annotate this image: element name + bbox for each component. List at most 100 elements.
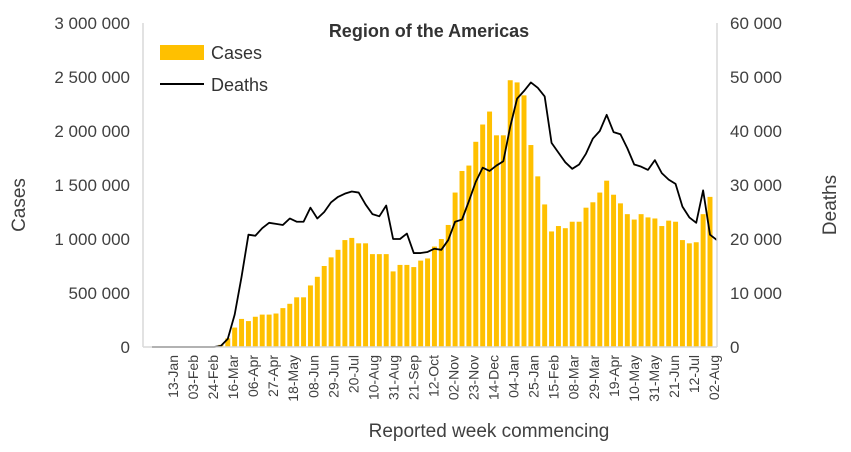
x-tick-label: 31-May <box>646 355 662 402</box>
bar-cases <box>480 124 486 348</box>
bar-cases <box>617 203 623 347</box>
x-tick-label: 02-Nov <box>446 355 462 400</box>
y-tick-label-right: 20 000 <box>730 230 782 249</box>
y-ticks-right: 0 10 000 20 000 30 000 40 000 50 000 60 000 <box>730 14 782 357</box>
x-tick-label: 15-Feb <box>546 355 562 400</box>
y-tick-label-left: 3 000 000 <box>54 14 130 33</box>
legend-swatch-cases <box>160 45 204 60</box>
y-tick-label-right: 0 <box>730 338 739 357</box>
x-tick-label: 10-Aug <box>365 355 381 400</box>
x-tick-label: 06-Apr <box>245 355 261 397</box>
bar-cases <box>294 297 300 347</box>
bar-cases <box>528 145 534 347</box>
bar-cases <box>576 221 582 347</box>
bar-cases <box>425 258 431 347</box>
bar-cases <box>535 176 541 347</box>
x-axis-title: Reported week commencing <box>369 421 610 442</box>
bar-cases <box>266 314 272 347</box>
y-tick-label-right: 40 000 <box>730 122 782 141</box>
bar-cases <box>225 338 231 347</box>
y-tick-label-left: 500 000 <box>69 284 130 303</box>
bar-cases <box>521 95 527 347</box>
bar-cases <box>280 308 286 347</box>
bars-cases <box>218 80 713 348</box>
bar-cases <box>383 254 389 347</box>
bar-cases <box>363 243 369 347</box>
x-tick-label: 13-Jan <box>165 355 181 398</box>
x-tick-label: 21-Sep <box>405 355 421 400</box>
bar-cases <box>307 285 313 347</box>
x-tick-label: 02-Aug <box>706 355 722 400</box>
x-tick-label: 24-Feb <box>205 355 221 400</box>
bar-cases <box>555 226 561 347</box>
bar-cases <box>314 276 320 347</box>
bar-cases <box>232 327 238 347</box>
legend-label-deaths: Deaths <box>211 75 268 95</box>
x-tick-label: 23-Nov <box>466 355 482 400</box>
bar-cases <box>507 80 513 348</box>
bar-cases <box>562 228 568 347</box>
bar-cases <box>335 249 341 347</box>
bar-cases <box>542 204 548 347</box>
x-tick-label: 12-Oct <box>425 355 441 397</box>
bar-cases <box>404 264 410 347</box>
legend: Cases Deaths <box>160 43 268 95</box>
x-tick-label: 21-Jun <box>666 355 682 398</box>
y-tick-label-left: 1 500 000 <box>54 176 130 195</box>
bar-cases <box>707 196 713 347</box>
x-tick-label: 20-Jul <box>345 355 361 393</box>
bar-cases <box>514 82 520 348</box>
bar-cases <box>693 242 699 347</box>
bar-cases <box>700 214 706 347</box>
bar-cases <box>673 221 679 347</box>
x-tick-label: 31-Aug <box>385 355 401 400</box>
x-tick-label: 08-Jun <box>305 355 321 398</box>
bar-cases <box>549 231 555 347</box>
chart-title: Region of the Americas <box>329 21 529 41</box>
bar-cases <box>356 243 362 347</box>
x-tick-label: 27-Apr <box>265 355 281 397</box>
x-tick-label: 29-Jun <box>325 355 341 398</box>
bar-cases <box>342 240 348 347</box>
bar-cases <box>645 217 651 347</box>
bar-cases <box>583 207 589 347</box>
bar-cases <box>418 260 424 347</box>
bar-cases <box>611 194 617 347</box>
y-tick-label-right: 10 000 <box>730 284 782 303</box>
x-tick-label: 08-Mar <box>566 355 582 400</box>
x-tick-label: 03-Feb <box>185 355 201 400</box>
bar-cases <box>473 141 479 347</box>
y-tick-label-left: 2 500 000 <box>54 68 130 87</box>
bar-cases <box>239 318 245 347</box>
bar-cases <box>500 135 506 347</box>
bar-cases <box>349 237 355 347</box>
y-axis-title-left: Cases <box>9 178 30 232</box>
y-axis-title-right: Deaths <box>820 175 841 235</box>
bar-cases <box>287 303 293 347</box>
x-tick-label: 16-Mar <box>225 355 241 400</box>
y-tick-label-left: 0 <box>121 338 130 357</box>
bar-cases <box>397 264 403 347</box>
bar-cases <box>369 254 375 347</box>
legend-label-cases: Cases <box>211 43 262 63</box>
bar-cases <box>452 192 458 347</box>
bar-cases <box>431 246 437 347</box>
bar-cases <box>597 192 603 347</box>
bar-cases <box>590 202 596 347</box>
line-deaths <box>152 81 718 348</box>
x-tick-label: 19-Apr <box>606 355 622 397</box>
y-tick-label-right: 60 000 <box>730 14 782 33</box>
bar-cases <box>390 271 396 347</box>
bar-cases <box>459 170 465 347</box>
x-tick-label: 04-Jan <box>506 355 522 398</box>
y-tick-label-right: 50 000 <box>730 68 782 87</box>
bar-cases <box>411 267 417 347</box>
bar-cases <box>569 221 575 347</box>
x-tick-label: 10-May <box>626 355 642 402</box>
bar-cases <box>659 226 665 347</box>
x-tick-label: 14-Dec <box>486 355 502 400</box>
bar-cases <box>487 111 493 347</box>
bar-cases <box>245 321 251 347</box>
deaths-line-layer <box>152 81 718 348</box>
